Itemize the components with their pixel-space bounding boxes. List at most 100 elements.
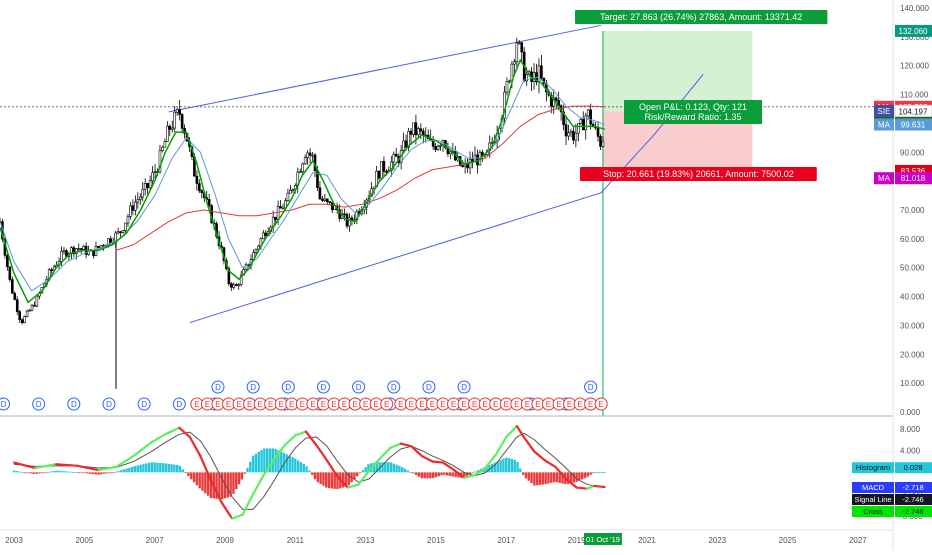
histogram-bar <box>423 472 426 479</box>
histogram-bar <box>190 472 193 480</box>
histogram-bar <box>139 464 142 473</box>
dividend-icon[interactable] <box>102 397 116 411</box>
candle-body <box>143 183 147 190</box>
dividend-icon[interactable] <box>0 397 11 411</box>
histogram-bar <box>246 467 249 473</box>
histogram-bar <box>195 472 199 486</box>
histogram-bar <box>491 463 494 473</box>
dividend-icon-letter: D <box>356 383 362 392</box>
dividend-icon[interactable] <box>137 397 151 411</box>
price-pane[interactable]: DDDDDDDDDDDDDDDDDDDDDDDDDDDEEEEEEEEEEEEE… <box>0 24 893 416</box>
price-axis-label: 30.000 <box>900 321 925 330</box>
earnings-icon[interactable] <box>594 397 608 411</box>
earnings-icon-letter: E <box>257 400 262 409</box>
histogram-bar <box>265 448 269 473</box>
date-badge-bg[interactable] <box>583 533 622 545</box>
candle-body <box>33 304 36 307</box>
target-label-box[interactable] <box>575 10 828 24</box>
candle-body <box>390 161 393 171</box>
candle-body <box>461 165 464 167</box>
earnings-icon-letter: E <box>588 400 593 409</box>
dividend-icon[interactable] <box>32 397 46 411</box>
dividend-icon[interactable] <box>211 380 225 394</box>
dividend-icon-letter: D <box>141 400 147 409</box>
macd-line-segment <box>452 468 466 479</box>
dividend-icon-letter: D <box>588 383 594 392</box>
histogram-bar <box>550 472 553 483</box>
candle-body <box>234 284 238 287</box>
histogram-bar <box>344 472 348 487</box>
stop-label-text: Stop: 20.661 (19.83%) 20661, Amount: 750… <box>603 169 794 179</box>
histogram-bar <box>353 472 356 480</box>
dividend-icon[interactable] <box>281 380 295 394</box>
dividend-icon[interactable] <box>246 380 260 394</box>
histogram-bar <box>116 471 120 473</box>
candle-body <box>227 268 231 285</box>
histogram-bar <box>392 463 395 473</box>
earnings-icon-letter: E <box>194 400 199 409</box>
histogram-bar <box>600 472 604 473</box>
macd-line-segment <box>199 454 213 482</box>
time-axis-label: 2025 <box>779 536 797 545</box>
histogram-bar <box>296 460 300 473</box>
time-axis-label: 2023 <box>708 536 726 545</box>
candle-body <box>239 274 243 285</box>
macd-line-segment <box>484 453 497 470</box>
macd-tag-label-bg <box>852 494 894 505</box>
histogram-bar <box>499 459 502 473</box>
histogram-bar <box>145 463 148 473</box>
dividend-icon[interactable] <box>584 380 598 394</box>
histogram-bar <box>147 462 151 473</box>
candle-body <box>8 266 12 280</box>
price-tag-label: MA <box>878 120 891 129</box>
histogram-bar <box>114 471 117 473</box>
histogram-bar <box>136 465 140 473</box>
histogram-bar <box>52 471 55 473</box>
histogram-bar <box>277 450 280 473</box>
price-tag-label-bg <box>874 104 894 117</box>
earnings-icon-letter: E <box>514 400 519 409</box>
dividend-icon[interactable] <box>316 380 330 394</box>
candle-body <box>589 109 592 125</box>
candle-body <box>419 128 423 132</box>
histogram-bar <box>102 472 106 474</box>
histogram-bar <box>91 472 95 475</box>
macd-line-segment <box>55 463 79 467</box>
histogram-bar <box>361 470 365 473</box>
dividend-icon[interactable] <box>67 397 81 411</box>
dividend-icon[interactable] <box>457 380 471 394</box>
macd-tag-label: Cross <box>863 507 883 516</box>
dividend-icon-letter: D <box>71 400 77 409</box>
macd-tag-value: 0.028 <box>904 463 923 472</box>
price-axis-label: 120.000 <box>900 62 929 71</box>
target-zone[interactable] <box>602 30 753 112</box>
dividend-icon[interactable] <box>387 380 401 394</box>
histogram-bar <box>305 466 308 473</box>
pnl-label-box[interactable] <box>624 100 762 124</box>
candle-body <box>517 42 521 45</box>
histogram-bar <box>420 472 424 479</box>
candle-body <box>515 42 519 62</box>
histogram-bar <box>254 453 258 473</box>
candle-body <box>564 124 568 137</box>
earnings-icon-letter: E <box>205 400 210 409</box>
histogram-bar <box>595 472 598 474</box>
upper-trendline[interactable] <box>168 24 602 113</box>
histogram-bar <box>437 472 440 477</box>
candle-body <box>330 202 334 211</box>
candle-body <box>562 111 565 126</box>
macd-pane[interactable] <box>12 425 606 520</box>
earnings-icon[interactable] <box>380 397 394 411</box>
histogram-bar <box>161 463 165 473</box>
candle-body <box>323 198 327 201</box>
histogram-bar <box>597 472 601 474</box>
ema-green-line <box>0 59 605 304</box>
stop-label-box[interactable] <box>580 167 817 181</box>
dividend-icon[interactable] <box>172 397 186 411</box>
dividend-icon[interactable] <box>352 380 366 394</box>
histogram-bar <box>510 459 514 473</box>
macd-line-segment <box>164 426 181 436</box>
dividend-icon[interactable] <box>422 380 436 394</box>
candle-body <box>581 119 585 131</box>
